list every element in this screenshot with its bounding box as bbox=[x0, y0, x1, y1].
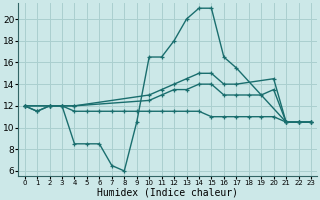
X-axis label: Humidex (Indice chaleur): Humidex (Indice chaleur) bbox=[97, 187, 238, 197]
